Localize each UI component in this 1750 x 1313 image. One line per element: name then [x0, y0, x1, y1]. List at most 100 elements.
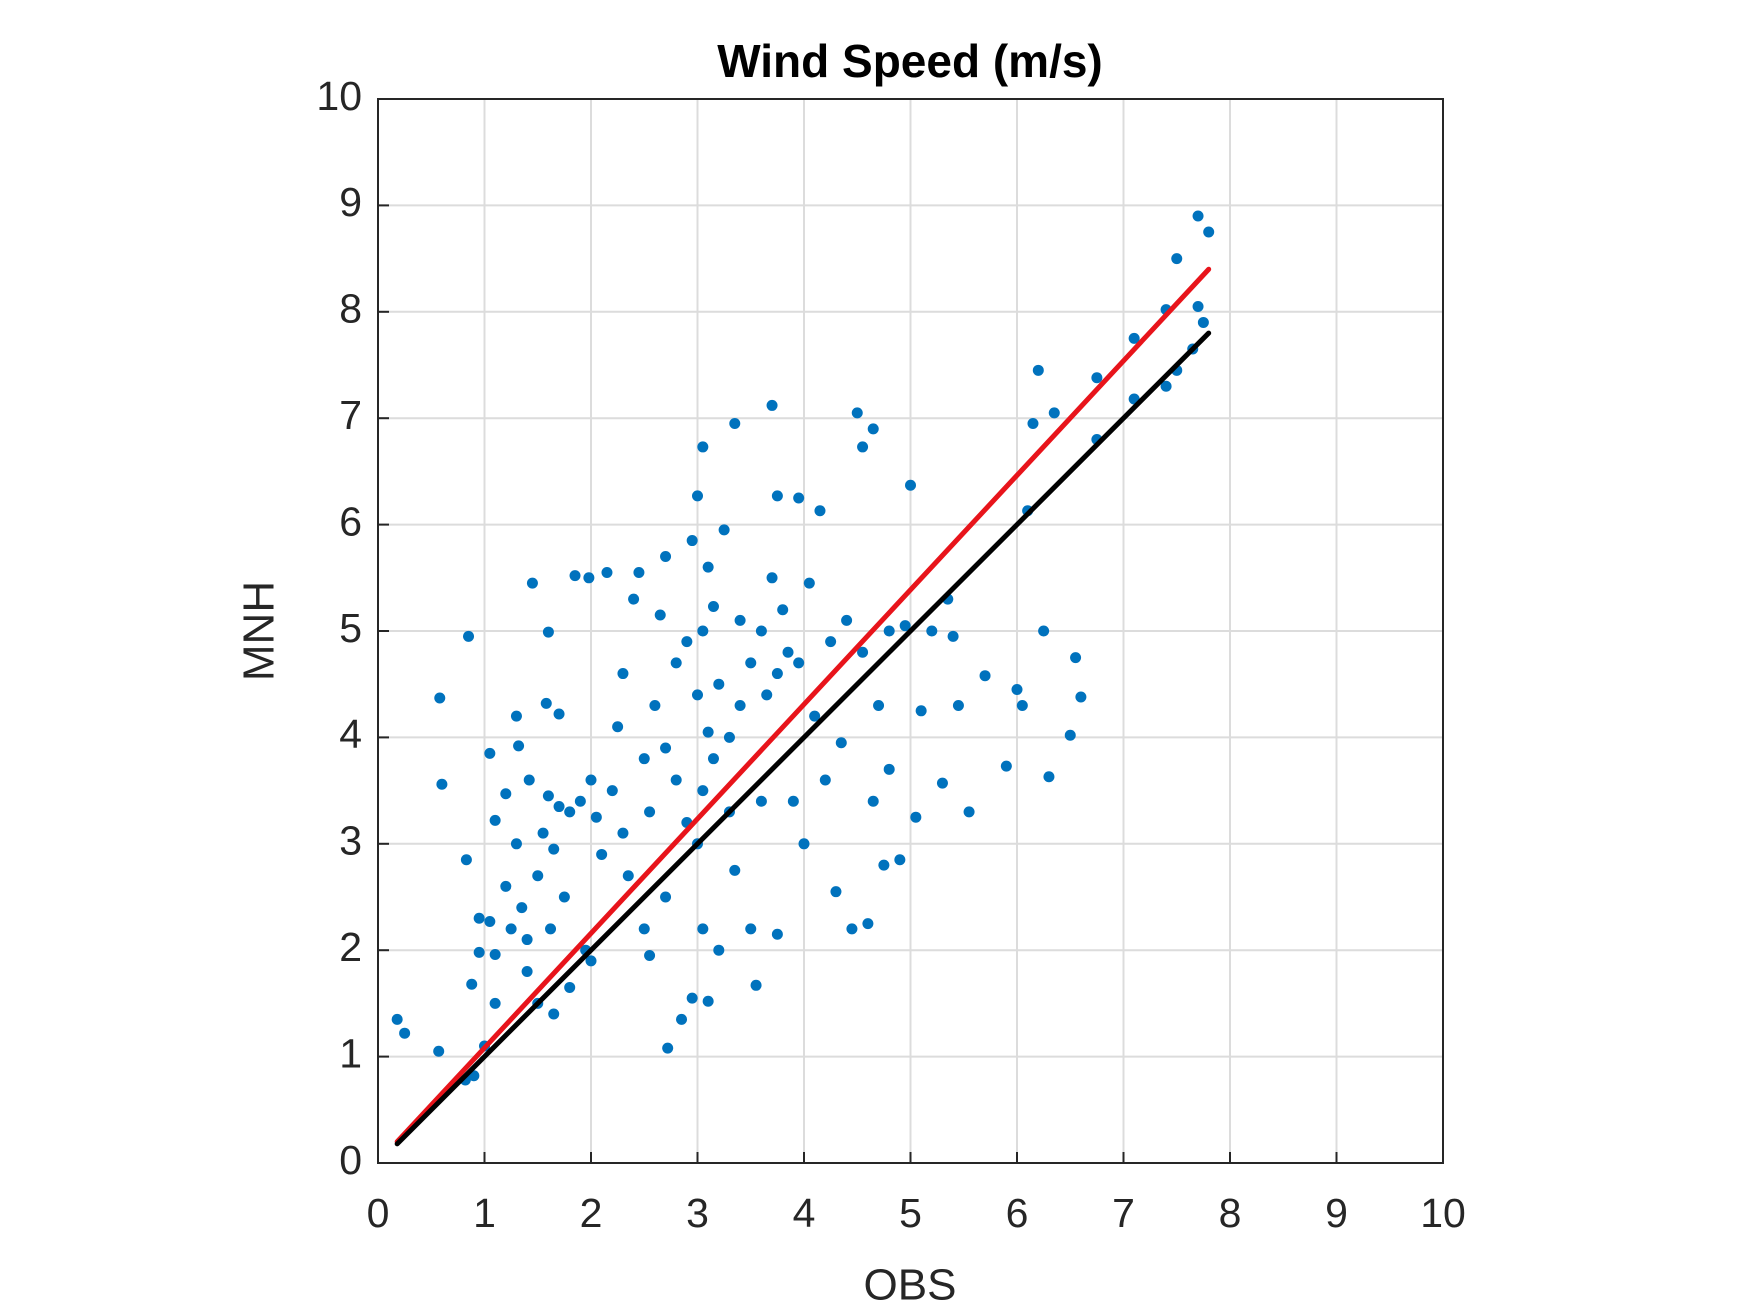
- scatter-point: [771, 928, 783, 940]
- scatter-point: [510, 710, 522, 722]
- scatter-point: [952, 699, 964, 711]
- scatter-point: [713, 678, 725, 690]
- x-tick-label: 10: [1420, 1190, 1466, 1236]
- scatter-point: [1203, 226, 1215, 238]
- scatter-point: [434, 692, 446, 704]
- scatter-point: [391, 1013, 403, 1025]
- scatter-point: [697, 785, 709, 797]
- scatter-point: [583, 572, 595, 584]
- scatter-point: [473, 912, 485, 924]
- scatter-point: [883, 763, 895, 775]
- scatter-point: [489, 814, 501, 826]
- y-tick-label: 4: [339, 711, 362, 757]
- scatter-point: [622, 870, 634, 882]
- scatter-point: [771, 490, 783, 502]
- scatter-point: [500, 880, 512, 892]
- scatter-point: [1197, 316, 1209, 328]
- scatter-point: [1000, 760, 1012, 772]
- scatter-point: [755, 625, 767, 637]
- y-tick-label: 2: [339, 924, 362, 970]
- scatter-point: [787, 795, 799, 807]
- scatter-point: [564, 806, 576, 818]
- scatter-point: [505, 923, 517, 935]
- scatter-point: [755, 795, 767, 807]
- scatter-point: [707, 753, 719, 765]
- scatter-point: [558, 891, 570, 903]
- scatter-point: [399, 1027, 411, 1039]
- scatter-point: [761, 689, 773, 701]
- x-tick-label: 5: [899, 1190, 922, 1236]
- scatter-point: [542, 626, 554, 638]
- scatter-point: [1160, 380, 1172, 392]
- scatter-point: [660, 551, 672, 563]
- scatter-point: [523, 774, 535, 786]
- scatter-point: [793, 492, 805, 504]
- y-tick-label: 6: [339, 498, 362, 544]
- scatter-point: [500, 788, 512, 800]
- scatter-point: [670, 657, 682, 669]
- x-tick-label: 3: [686, 1190, 709, 1236]
- scatter-point: [718, 524, 730, 536]
- scatter-point: [692, 490, 703, 502]
- scatter-point: [670, 774, 682, 786]
- scatter-point: [851, 407, 863, 419]
- scatter-point: [878, 859, 890, 871]
- scatter-point: [654, 609, 666, 621]
- scatter-point: [521, 965, 533, 977]
- scatter-point: [676, 1013, 688, 1025]
- y-tick-label: 1: [339, 1030, 362, 1076]
- scatter-point: [777, 604, 789, 616]
- scatter-point: [745, 923, 757, 935]
- scatter-point: [553, 708, 565, 720]
- scatter-point: [612, 721, 624, 733]
- scatter-point: [697, 441, 709, 453]
- scatter-point: [644, 806, 656, 818]
- scatter-point: [1128, 332, 1140, 344]
- scatter-point: [771, 668, 783, 680]
- scatter-point: [926, 625, 938, 637]
- scatter-point: [521, 934, 533, 946]
- scatter-point: [835, 737, 847, 749]
- scatter-point: [692, 689, 703, 701]
- scatter-point: [510, 838, 522, 850]
- y-tick-label: 3: [339, 818, 362, 864]
- scatter-point: [1011, 684, 1023, 696]
- scatter-point: [862, 918, 874, 930]
- y-tick-label: 7: [339, 392, 362, 438]
- scatter-point: [644, 950, 656, 962]
- scatter-point: [585, 774, 597, 786]
- scatter-point: [660, 891, 672, 903]
- scatter-point: [803, 577, 815, 589]
- scatter-point: [750, 979, 762, 991]
- scatter-point: [569, 570, 581, 582]
- x-tick-label: 4: [793, 1190, 816, 1236]
- scatter-point: [662, 1042, 674, 1054]
- scatter-point: [548, 1008, 560, 1020]
- scatter-point: [766, 399, 778, 411]
- scatter-point: [617, 827, 629, 839]
- scatter-point: [825, 636, 837, 648]
- scatter-point: [574, 795, 586, 807]
- y-axis-label: MNH: [235, 581, 284, 681]
- y-tick-label: 8: [339, 286, 362, 332]
- scatter-point: [542, 790, 554, 802]
- scatter-point: [537, 827, 549, 839]
- scatter-point: [697, 625, 709, 637]
- line: [394, 330, 1212, 1147]
- scatter-point: [649, 699, 661, 711]
- scatter-point: [766, 572, 778, 584]
- y-tick-label: 5: [339, 605, 362, 651]
- scatter-point: [473, 946, 485, 958]
- scatter-point: [1070, 652, 1082, 664]
- scatter-point: [463, 630, 475, 642]
- scatter-point: [915, 705, 927, 717]
- scatter-point: [734, 699, 746, 711]
- scatter-point: [867, 423, 879, 435]
- scatter-point: [713, 944, 725, 956]
- x-tick-label: 0: [367, 1190, 390, 1236]
- scatter-point: [830, 886, 842, 898]
- scatter-point: [484, 915, 496, 927]
- scatter-point: [1027, 418, 1039, 430]
- scatter-point: [867, 795, 879, 807]
